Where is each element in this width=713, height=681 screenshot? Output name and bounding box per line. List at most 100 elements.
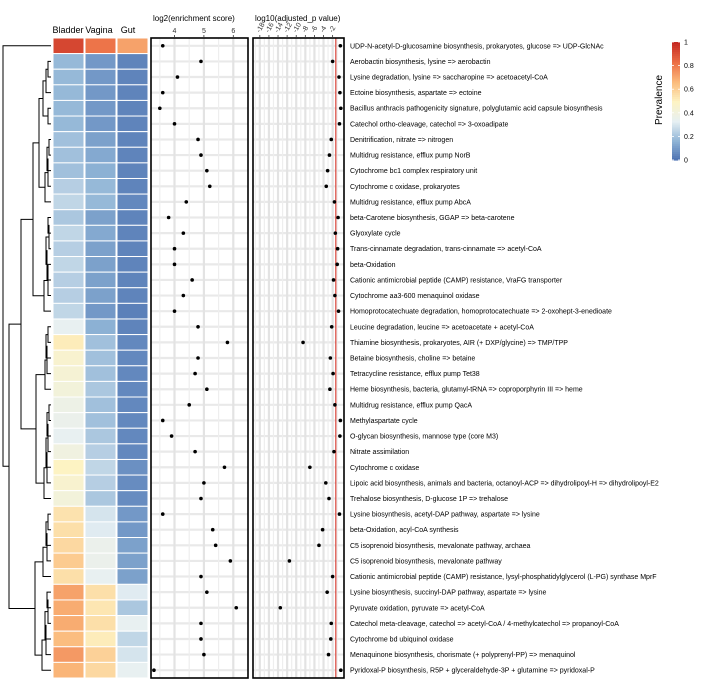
legend-color-step [672, 99, 680, 102]
legend-color-step [672, 118, 680, 122]
enrichment-tick-label: 5 [202, 28, 206, 35]
dendrogram-branch [47, 107, 51, 125]
pvalue-panel-border [252, 37, 345, 679]
heatmap-cell [52, 521, 85, 539]
heatmap-cell [116, 334, 149, 351]
heatmap-cell [52, 177, 85, 195]
heatmap-cell [84, 256, 117, 273]
heatmap-cell [52, 490, 85, 507]
legend-color-step [672, 42, 680, 45]
heatmap-cell [116, 162, 149, 179]
enrichment-point [160, 44, 165, 48]
heatmap-cell [84, 162, 117, 179]
heatmap-cell [52, 256, 85, 273]
pvalue-point [287, 559, 292, 563]
heatmap-cell [52, 302, 85, 320]
heatmap-cell [84, 599, 117, 617]
enrichment-point [196, 137, 200, 142]
enrichment-point [234, 605, 239, 610]
enrichment-point [160, 512, 165, 516]
heatmap-cell [84, 193, 117, 211]
pathway-label: Aerobactin biosynthesis, lysine => aerob… [350, 59, 491, 66]
heatmap-cell [52, 365, 85, 382]
heatmap-cell [84, 412, 117, 429]
pathway-label: Nitrate assimilation [350, 449, 409, 456]
legend-color-step [672, 63, 680, 67]
legend-color-step [672, 89, 680, 92]
heatmap-cell [116, 427, 149, 445]
pvalue-point [327, 153, 332, 157]
pvalue-point [330, 574, 335, 579]
heatmap-cell [52, 537, 85, 554]
pvalue-point [317, 543, 321, 548]
legend-color-step [672, 45, 680, 49]
legend-color-step [672, 130, 680, 134]
heatmap-cell [52, 318, 85, 336]
pvalue-tick-label: -8 [301, 25, 310, 34]
pvalue-point [332, 449, 336, 454]
heatmap-cell [52, 505, 85, 523]
heatmap-cell [52, 99, 85, 117]
heatmap-cell [116, 646, 149, 663]
legend-color-step [672, 142, 680, 145]
heatmap-cell [84, 490, 117, 507]
pvalue-point [324, 184, 329, 189]
enrichment-point [169, 434, 174, 438]
heatmap-cell [116, 661, 149, 679]
pathway-label: Denitrification, nitrate => nitrogen [350, 137, 453, 144]
legend-color-step [672, 87, 680, 90]
heatmap-cell [84, 521, 117, 539]
pvalue-point [320, 527, 325, 532]
heatmap-cell [84, 84, 117, 101]
enrichment-point [202, 481, 206, 485]
heatmap-cell [52, 224, 85, 242]
enrichment-point [172, 246, 177, 251]
legend-color-step [672, 140, 680, 143]
enrichment-panel-border [150, 37, 249, 679]
enrichment-point [175, 75, 180, 79]
legend-color-step [672, 81, 680, 84]
heatmap-cell [116, 318, 149, 336]
heatmap-cell [116, 443, 149, 460]
dendrogram-branch [47, 60, 51, 78]
enrichment-point [199, 59, 203, 64]
heatmap-cell [116, 53, 149, 70]
heatmap-cell [84, 568, 117, 585]
enrichment-panel: 4 5 6 log2(enrichment score) [150, 14, 249, 679]
enrichment-panel-title: log2(enrichment score) [153, 14, 235, 23]
heatmap-cell [84, 474, 117, 492]
heatmap-cell [84, 646, 117, 663]
enrichment-point [196, 324, 200, 329]
heatmap-cell [116, 412, 149, 429]
pvalue-point [333, 231, 338, 235]
pathway-label: Trans-cinnamate degradation, trans-cinna… [350, 246, 542, 253]
legend-color-step [672, 75, 680, 78]
heatmap-cell [84, 537, 117, 554]
heatmap-cell [116, 146, 149, 164]
pathway-label: Cationic antimicrobial peptide (CAMP) re… [350, 574, 657, 581]
pathway-label: Cytochrome c oxidase [350, 465, 419, 472]
enrichment-point [184, 200, 189, 204]
pathway-label: C5 isoprenoid biosynthesis, mevalonate p… [350, 543, 531, 550]
enrichment-point [172, 122, 177, 126]
legend-color-step [672, 61, 680, 65]
heatmap-cell [84, 224, 117, 242]
pvalue-tick-label: -6 [310, 25, 319, 34]
enrichment-point [199, 621, 203, 626]
heatmap-cell [116, 84, 149, 101]
pathway-label: Ectoine biosynthesis, aspartate => ectoi… [350, 90, 482, 97]
legend-color-step [672, 95, 680, 98]
pvalue-tick-label: -12 [283, 22, 294, 34]
heatmap-cell [52, 630, 85, 648]
heatmap-cell [52, 427, 85, 445]
pvalue-point [337, 75, 341, 79]
legend-color-step [672, 43, 680, 47]
enrichment-point [196, 356, 200, 360]
pathway-label: Cationic antimicrobial peptide (CAMP) re… [350, 277, 563, 284]
heatmap-cell [52, 458, 85, 476]
heatmap-cell [84, 318, 117, 336]
heatmap-cell [84, 552, 117, 570]
enrichment-point [190, 278, 194, 282]
legend-color-step [672, 124, 680, 128]
pathway-label: Bacillus anthracis pathogenicity signatu… [350, 106, 603, 113]
